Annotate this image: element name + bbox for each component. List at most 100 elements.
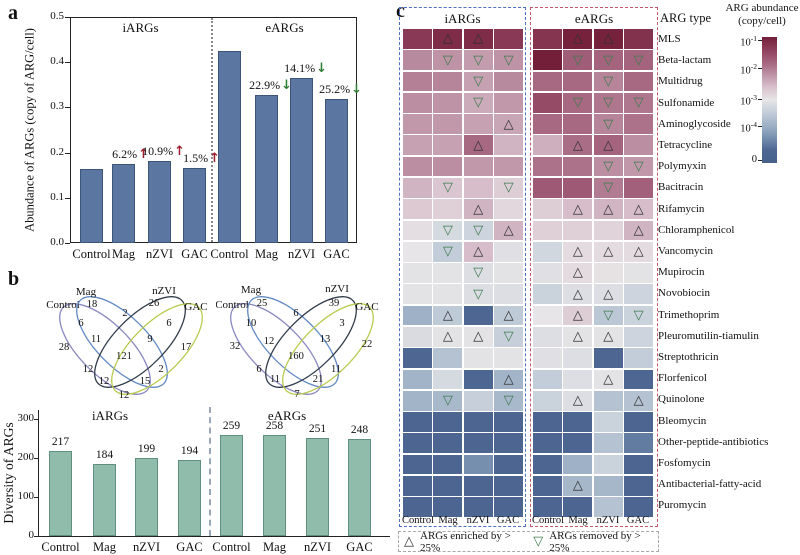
heatmap-cell (463, 156, 493, 177)
venn-set-label: nZVI (325, 283, 349, 295)
venn-region-count: 18 (87, 299, 98, 310)
venn-region-count: 10 (246, 318, 257, 329)
annotation-percent: 6.2% (112, 146, 138, 161)
venn-region-count: 12 (99, 376, 110, 387)
removed-down-triangle-icon: ▽ (442, 52, 453, 68)
enriched-up-triangle-icon: △ (473, 137, 484, 153)
heatmap-cell (403, 348, 432, 369)
heatmap-cell (563, 177, 593, 198)
enriched-up-triangle-icon: △ (572, 265, 583, 281)
venn-region-count: 2 (122, 308, 127, 319)
heatmap-cell: ▽ (624, 50, 653, 71)
abundance-annotation: 6.2%↑ (73, 147, 149, 162)
abundance-bar (325, 99, 348, 243)
heatmap-cell: ▽ (624, 305, 653, 326)
heatmap-cell (533, 390, 562, 411)
venn-set-label: GAC (355, 301, 378, 313)
heatmap-cell (494, 433, 523, 454)
heatmap-cell: △ (624, 220, 653, 241)
diversity-x-category-label: GAC (176, 540, 203, 554)
heatmap-cell: ▽ (593, 71, 623, 92)
removed-down-triangle-icon: ▽ (442, 222, 453, 238)
enriched-up-triangle-icon: △ (572, 329, 583, 345)
heatmap-col-label: Control (531, 515, 565, 526)
heatmap-cell (433, 263, 463, 283)
heatmap-col-label: GAC (496, 515, 520, 526)
heatmap-cell: △ (593, 199, 623, 220)
heatmap-cell (494, 135, 523, 156)
heatmap-cell: ▽ (433, 390, 463, 411)
heatmap-cell (624, 71, 653, 92)
abundance-y-tick-mark (65, 152, 70, 154)
removed-down-triangle-icon: ▽ (473, 52, 484, 68)
colorbar-title-line1: ARG abundance (725, 2, 799, 14)
abundance-y-tick-label: 0.4 (50, 55, 64, 68)
enriched-up-triangle-icon: △ (404, 534, 414, 549)
heatmap-iargs-dashed-box (399, 7, 526, 527)
heatmap-cell: ▽ (563, 92, 593, 113)
heatmap-cell (433, 412, 463, 432)
venn-region-count: 32 (230, 341, 241, 352)
abundance-bar (112, 163, 135, 243)
enriched-up-triangle-icon: △ (442, 329, 453, 345)
colorbar-tick-mark (758, 67, 762, 69)
heatmap-cell (433, 135, 463, 156)
heatmap-cell (533, 369, 562, 390)
heatmap-cell (563, 220, 593, 241)
heatmap-cell (533, 433, 562, 454)
venn-region-count: 11 (270, 374, 280, 385)
heatmap-header-eargs: eARGs (574, 11, 614, 26)
heatmap-cell (494, 475, 523, 496)
heatmap-cell (403, 305, 432, 326)
abundance-x-category-label: Mag (255, 247, 278, 261)
removed-down-triangle-icon: ▽ (603, 308, 614, 324)
heatmap-cell (593, 454, 623, 475)
panel-label-b: b (8, 268, 20, 290)
heatmap-cell: △ (433, 305, 463, 326)
heatmap-cell: △ (593, 369, 623, 390)
venn-region-count: 26 (149, 298, 160, 309)
down-arrow-icon: ↓ (351, 82, 362, 98)
heatmap-cell: ▽ (494, 326, 523, 347)
heatmap-cell (533, 177, 562, 198)
diversity-bar-value-label: 259 (222, 419, 241, 432)
heatmap-cell (563, 412, 593, 432)
heatmap-cell: ▽ (433, 241, 463, 262)
heatmap-cell (433, 114, 463, 134)
venn-ellipse-nZVI (94, 296, 186, 388)
enriched-up-triangle-icon: △ (633, 222, 644, 238)
removed-down-triangle-icon: ▽ (603, 180, 614, 196)
heatmap-cell (463, 369, 493, 390)
heatmap-cell (403, 390, 432, 411)
heatmap-cell: △ (463, 241, 493, 262)
heatmap-cell (624, 369, 653, 390)
heatmap-cell: △ (624, 390, 653, 411)
heatmap-cell: ▽ (593, 50, 623, 71)
removed-down-triangle-icon: ▽ (603, 52, 614, 68)
heatmap-row-label: Sulfonamide (658, 96, 715, 109)
removed-down-triangle-icon: ▽ (633, 159, 644, 175)
abundance-bar (183, 167, 206, 243)
heatmap-cell (533, 29, 562, 49)
heatmap-cell: ▽ (624, 156, 653, 177)
enriched-up-triangle-icon: △ (603, 244, 614, 260)
heatmap-row-label: Multidrug (658, 75, 703, 88)
heatmap-col-label: Control (401, 515, 435, 526)
heatmap-cell (533, 92, 562, 113)
diversity-x-category-label: Control (212, 540, 251, 554)
diversity-x-axis-line (38, 536, 390, 537)
heatmap-cell (624, 433, 653, 454)
heatmap-cell (494, 156, 523, 177)
heatmap-cell: △ (593, 241, 623, 262)
venn-ellipse-Control (230, 303, 322, 395)
colorbar-tick-label: 10-1 (740, 34, 757, 49)
heatmap-row-label: Bacitracin (658, 181, 704, 194)
heatmap-cell: △ (593, 135, 623, 156)
heatmap-cell (533, 497, 562, 517)
diversity-group-separator (209, 407, 211, 536)
heatmap-cell (463, 348, 493, 369)
diversity-y-tick-label: 200 (17, 451, 35, 463)
heatmap-row-label: Quinolone (658, 393, 705, 406)
